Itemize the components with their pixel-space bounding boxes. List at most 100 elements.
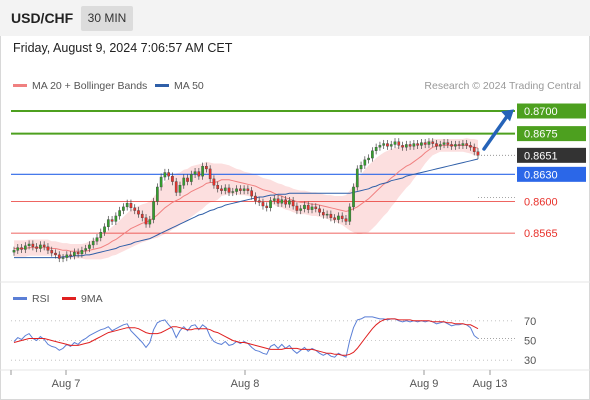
- ma20-swatch: [13, 83, 27, 87]
- candle-body: [337, 215, 340, 220]
- candle-body: [227, 187, 231, 193]
- copyright: Research © 2024 Trading Central: [424, 80, 581, 92]
- candle-body: [276, 198, 280, 204]
- candle-body: [42, 244, 46, 247]
- candle-body: [352, 186, 355, 208]
- timestamp: Friday, August 9, 2024 7:06:57 AM CET: [13, 41, 233, 55]
- candle-body: [450, 144, 453, 147]
- level-label-support: 0.8600: [524, 196, 558, 208]
- candle-body: [340, 215, 344, 219]
- candle-body: [438, 144, 442, 147]
- legend-ma50: MA 50: [155, 80, 204, 92]
- header-bar: USD/CHF 30 MIN: [0, 0, 590, 36]
- level-tag-pivot: [517, 166, 586, 182]
- symbol-label: USD/CHF: [11, 10, 74, 26]
- candle-body: [80, 250, 84, 255]
- level-tag-resistance: [517, 103, 586, 119]
- candle-body: [393, 141, 397, 145]
- candle-body: [261, 202, 265, 207]
- rsi-tick-label: 70: [524, 316, 536, 328]
- candle-body: [333, 217, 336, 220]
- candle-body: [250, 190, 253, 197]
- timeframe-badge[interactable]: 30 MIN: [81, 6, 133, 31]
- x-tick-label: Aug 13: [473, 378, 508, 390]
- level-label-resistance: 0.8675: [524, 129, 558, 141]
- candle-body: [254, 195, 257, 201]
- candle-body: [325, 213, 329, 216]
- rsi-legend-label: RSI: [32, 293, 50, 305]
- ma50-legend-label: MA 50: [174, 80, 204, 92]
- candle-body: [476, 151, 480, 156]
- candle-body: [246, 188, 250, 191]
- candle-body: [137, 210, 140, 215]
- candle-body: [435, 143, 438, 147]
- candle-body: [382, 143, 386, 146]
- candle-body: [31, 243, 35, 247]
- candle-body: [186, 177, 189, 182]
- candle-body: [174, 181, 178, 193]
- candle-body: [318, 208, 321, 213]
- target-arrow-head: [501, 109, 514, 122]
- candle-body: [454, 144, 457, 147]
- candle-body: [288, 200, 291, 205]
- candle-body: [201, 165, 204, 177]
- candle-body: [140, 213, 144, 218]
- candle-body: [303, 204, 306, 209]
- ma20-line: [14, 144, 479, 252]
- level-label-pivot: 0.8630: [524, 169, 558, 181]
- candle-body: [91, 241, 95, 246]
- last-price-tag: [517, 147, 586, 163]
- candle-body: [167, 172, 170, 177]
- candle-body: [235, 188, 238, 192]
- candle-body: [23, 245, 27, 250]
- candle-body: [106, 219, 110, 228]
- candle-body: [310, 206, 314, 210]
- candle-body: [280, 199, 284, 204]
- candle-body: [374, 146, 378, 152]
- candle-body: [329, 213, 333, 218]
- candle-body: [408, 144, 412, 147]
- candle-body: [344, 218, 348, 222]
- candle-body: [12, 250, 16, 253]
- candle-body: [272, 198, 276, 201]
- candle-body: [472, 146, 476, 152]
- candle-body: [223, 187, 227, 191]
- candle-body: [197, 171, 201, 177]
- candle-body: [295, 205, 299, 211]
- candle-body: [125, 203, 129, 208]
- candle-body: [284, 199, 287, 205]
- candle-body: [427, 141, 431, 145]
- candle-body: [457, 144, 461, 146]
- candle-body: [171, 175, 174, 182]
- candle-body: [314, 206, 318, 209]
- candle-body: [208, 168, 212, 180]
- candle-body: [212, 178, 216, 186]
- candle-body: [420, 142, 423, 146]
- candle-body: [73, 251, 76, 256]
- candle-body: [133, 207, 137, 211]
- candle-body: [27, 243, 31, 247]
- x-tick-label: Aug 9: [410, 378, 439, 390]
- candle-body: [189, 174, 193, 182]
- candle-body: [412, 143, 416, 147]
- candle-body: [103, 226, 106, 233]
- candle-body: [469, 145, 472, 148]
- candle-body: [442, 142, 446, 145]
- candle-body: [110, 219, 114, 222]
- candle-body: [144, 217, 148, 225]
- candle-body: [50, 250, 54, 254]
- candle-body: [178, 184, 182, 193]
- candle-body: [156, 186, 159, 202]
- candle-body: [363, 159, 367, 166]
- candle-body: [152, 201, 155, 220]
- candle-body: [114, 215, 118, 222]
- candle-body: [84, 248, 88, 251]
- candle-body: [35, 246, 38, 249]
- candle-body: [269, 200, 272, 209]
- candle-body: [118, 210, 121, 217]
- candle-body: [54, 252, 57, 256]
- candle-body: [299, 208, 303, 211]
- candle-body: [61, 257, 65, 259]
- candle-body: [397, 141, 401, 146]
- candle-body: [231, 191, 235, 193]
